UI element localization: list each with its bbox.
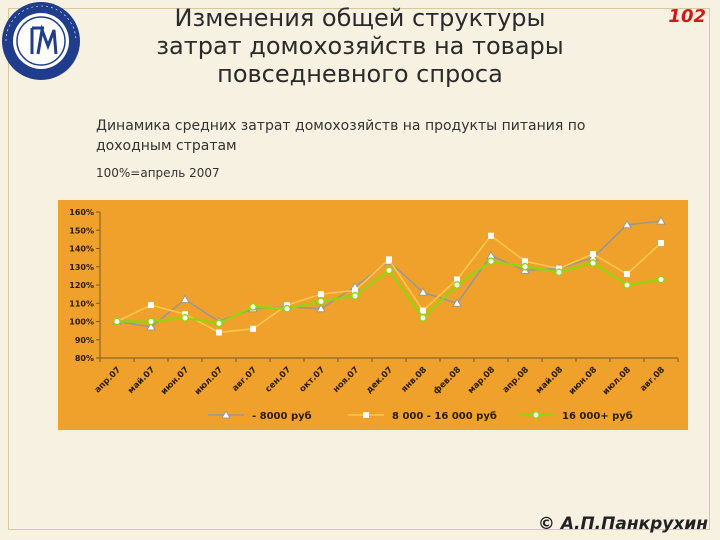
x-tick-label: июн.07 [159, 365, 191, 397]
x-tick-label: авг.07 [230, 365, 259, 394]
x-tick-label: апр.07 [93, 365, 123, 395]
y-tick-label: 110% [69, 299, 94, 308]
slide-frame [8, 8, 710, 530]
series-2-point [488, 232, 494, 239]
chart-subtitle: Динамика средних затрат домохозяйств на … [96, 118, 586, 154]
series-3-point [487, 257, 495, 266]
x-tick-label: июл.07 [193, 365, 225, 397]
x-tick-label: авг.08 [638, 365, 667, 394]
series-3-point [419, 313, 427, 322]
y-tick-label: 140% [69, 245, 94, 254]
legend-label-2: 8 000 - 16 000 руб [392, 410, 497, 422]
series-line-2 [116, 234, 662, 334]
series-1-point [180, 294, 190, 304]
series-3-point [453, 281, 461, 289]
series-2-point [454, 276, 460, 283]
x-tick-label: июл.08 [601, 365, 633, 397]
x-tick-label: июн.08 [567, 365, 599, 397]
x-tick-label: мар.08 [466, 365, 497, 396]
legend-marker-2 [363, 412, 369, 418]
x-tick-label: фев.08 [432, 365, 464, 397]
page-title: Изменения общей структуры затрат домохоз… [120, 4, 600, 88]
x-tick-label: май.07 [126, 365, 157, 396]
y-tick-label: 100% [69, 318, 94, 327]
series-2-point [318, 291, 324, 298]
series-1-point [452, 298, 462, 307]
series-3-point [113, 317, 121, 326]
title-line-1: Изменения общей структуры [174, 4, 546, 32]
series-3-point [623, 281, 631, 289]
guild-logo [2, 2, 80, 80]
x-tick-label: сен.07 [264, 365, 294, 395]
legend-label-1: - 8000 руб [252, 410, 312, 422]
title-line-3: повседневного спроса [217, 60, 503, 88]
y-tick-label: 120% [69, 281, 94, 290]
x-tick-label: ноя.07 [331, 365, 361, 395]
series-3-point [283, 304, 291, 313]
series-2-point [420, 307, 426, 314]
series-2-point [522, 258, 528, 265]
series-1-point [622, 219, 632, 229]
series-2-point [386, 256, 392, 263]
legend-marker-3 [532, 411, 540, 419]
series-3-point [351, 292, 359, 300]
x-tick-label: апр.08 [501, 365, 531, 395]
series-1-point [656, 216, 666, 225]
legend-marker-1 [221, 409, 231, 419]
series-3-point [589, 259, 597, 267]
title-line-2: затрат домохозяйств на товары [156, 32, 564, 60]
y-tick-label: 130% [69, 263, 94, 272]
series-1-point [418, 287, 428, 296]
line-chart: 80% 90% 100% 110% 120% 130% 140% 150% 160% апр.07… [69, 208, 679, 422]
chart-area: 80% 90% 100% 110% 120% 130% 140% 150% 160% апр.07… [58, 200, 688, 430]
y-tick-label: 160% [69, 208, 94, 217]
series-3-point [657, 275, 665, 284]
series-1-point [316, 303, 326, 313]
y-tick-label: 90% [75, 336, 94, 345]
author-credit: © А.П.Панкрухин [537, 514, 708, 534]
series-3-point [317, 297, 325, 306]
series-3-point [385, 266, 393, 275]
series-3-point [249, 303, 257, 311]
series-2-point [590, 250, 596, 257]
x-tick-label: дек.07 [364, 365, 395, 396]
series-2-point [148, 302, 154, 309]
x-tick-label: окт.07 [298, 365, 327, 394]
series-2-point [250, 325, 256, 332]
y-tick-label: 80% [75, 354, 94, 363]
series-3-point [215, 319, 223, 328]
x-tick-label: май.08 [534, 365, 565, 396]
series-3-point [181, 313, 189, 322]
series-3-point [521, 262, 529, 271]
series-3-point [147, 317, 155, 326]
series-2-point [216, 329, 222, 336]
base-note: 100%=апрель 2007 [96, 166, 220, 180]
series-1-point [146, 321, 156, 331]
y-tick-label: 150% [69, 226, 94, 235]
series-2-point [352, 287, 358, 294]
x-tick-label: янв.08 [400, 365, 430, 395]
legend-label-3: 16 000+ руб [562, 410, 633, 422]
page-number: 102 [668, 6, 706, 27]
series-2-point [624, 271, 630, 278]
series-2-point [658, 240, 664, 247]
series-3-point [555, 268, 563, 277]
